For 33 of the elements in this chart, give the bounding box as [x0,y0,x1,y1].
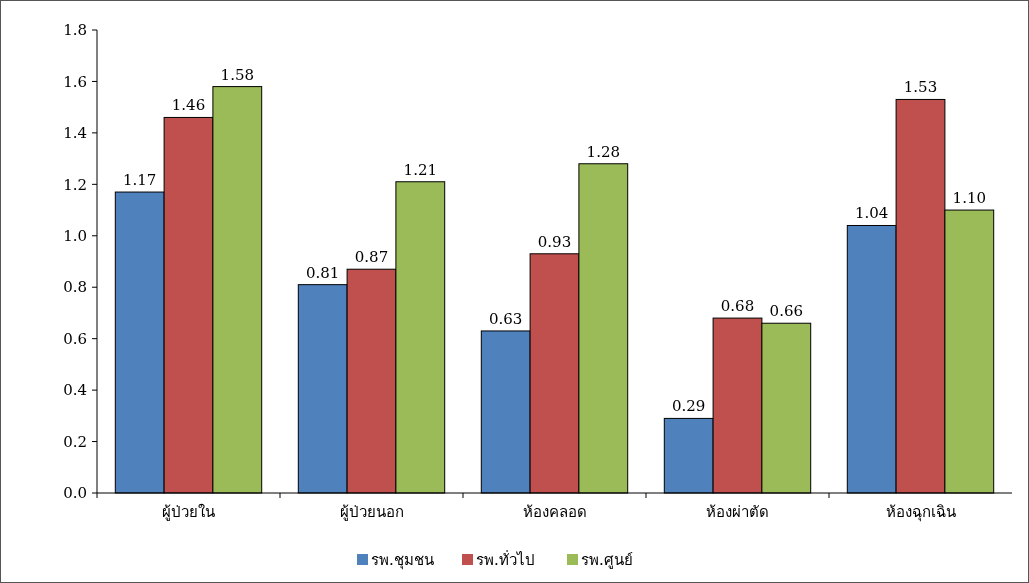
y-tick-label: 0.2 [63,432,87,451]
x-tick-label: ห้องฉุกเฉิน [885,503,956,522]
data-label: 1.28 [586,142,620,161]
data-label: 0.68 [720,297,755,316]
y-tick-label: 0.0 [63,484,87,503]
y-tick-label: 1.0 [63,227,87,246]
data-label: 0.87 [354,248,389,267]
y-tick-label: 1.4 [63,124,87,143]
data-label: 1.04 [855,204,889,223]
x-tick-label: ผู้ป่วยใน [162,503,215,521]
data-label: 1.21 [403,160,437,179]
legend-label: รพ.ศูนย์ [581,551,633,570]
y-tick-label: 0.4 [63,381,87,400]
data-label: 1.53 [903,78,938,97]
legend-label: รพ.ทั่วไป [476,549,535,570]
x-tick-label: ห้องคลอด [522,503,587,521]
y-tick-label: 1.6 [63,72,87,91]
y-tick-label: 1.2 [63,175,87,194]
data-label: 0.93 [537,232,572,251]
legend-label: รพ.ชุมชน [371,551,434,571]
data-label: 1.46 [171,96,206,115]
x-tick-label: ผู้ป่วยนอก [339,503,404,521]
y-tick-label: 0.6 [63,329,87,348]
x-tick-label: ห้องผ่าตัด [706,503,769,521]
data-label: 0.29 [672,397,706,416]
y-tick-label: 0.8 [63,278,87,297]
data-label: 1.17 [123,171,157,190]
data-label: 0.66 [769,302,803,321]
data-label: 0.81 [306,263,340,282]
data-label: 1.58 [220,65,254,84]
y-tick-label: 1.8 [63,21,87,40]
data-label: 0.63 [489,309,523,328]
data-label: 1.10 [952,189,986,208]
